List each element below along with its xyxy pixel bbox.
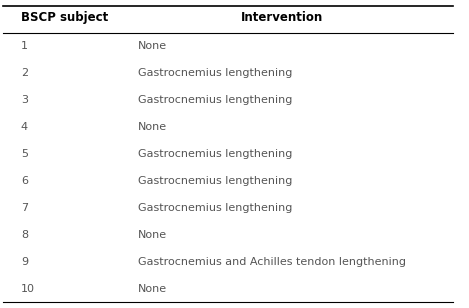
Text: 9: 9: [21, 257, 28, 267]
Text: 5: 5: [21, 149, 28, 159]
Text: 6: 6: [21, 176, 28, 186]
Text: 8: 8: [21, 230, 28, 240]
Text: Gastrocnemius lengthening: Gastrocnemius lengthening: [138, 95, 292, 105]
Text: Intervention: Intervention: [241, 11, 323, 24]
Text: None: None: [138, 284, 167, 294]
Text: 2: 2: [21, 68, 28, 79]
Text: 7: 7: [21, 203, 28, 213]
Text: None: None: [138, 42, 167, 51]
Text: Gastrocnemius lengthening: Gastrocnemius lengthening: [138, 203, 292, 213]
Text: None: None: [138, 122, 167, 132]
Text: None: None: [138, 230, 167, 240]
Text: Gastrocnemius lengthening: Gastrocnemius lengthening: [138, 149, 292, 159]
Text: 1: 1: [21, 42, 28, 51]
Text: Gastrocnemius lengthening: Gastrocnemius lengthening: [138, 68, 292, 79]
Text: Gastrocnemius and Achilles tendon lengthening: Gastrocnemius and Achilles tendon length…: [138, 257, 406, 267]
Text: 4: 4: [21, 122, 28, 132]
Text: 3: 3: [21, 95, 28, 105]
Text: 10: 10: [21, 284, 35, 294]
Text: Gastrocnemius lengthening: Gastrocnemius lengthening: [138, 176, 292, 186]
Text: BSCP subject: BSCP subject: [21, 11, 108, 24]
